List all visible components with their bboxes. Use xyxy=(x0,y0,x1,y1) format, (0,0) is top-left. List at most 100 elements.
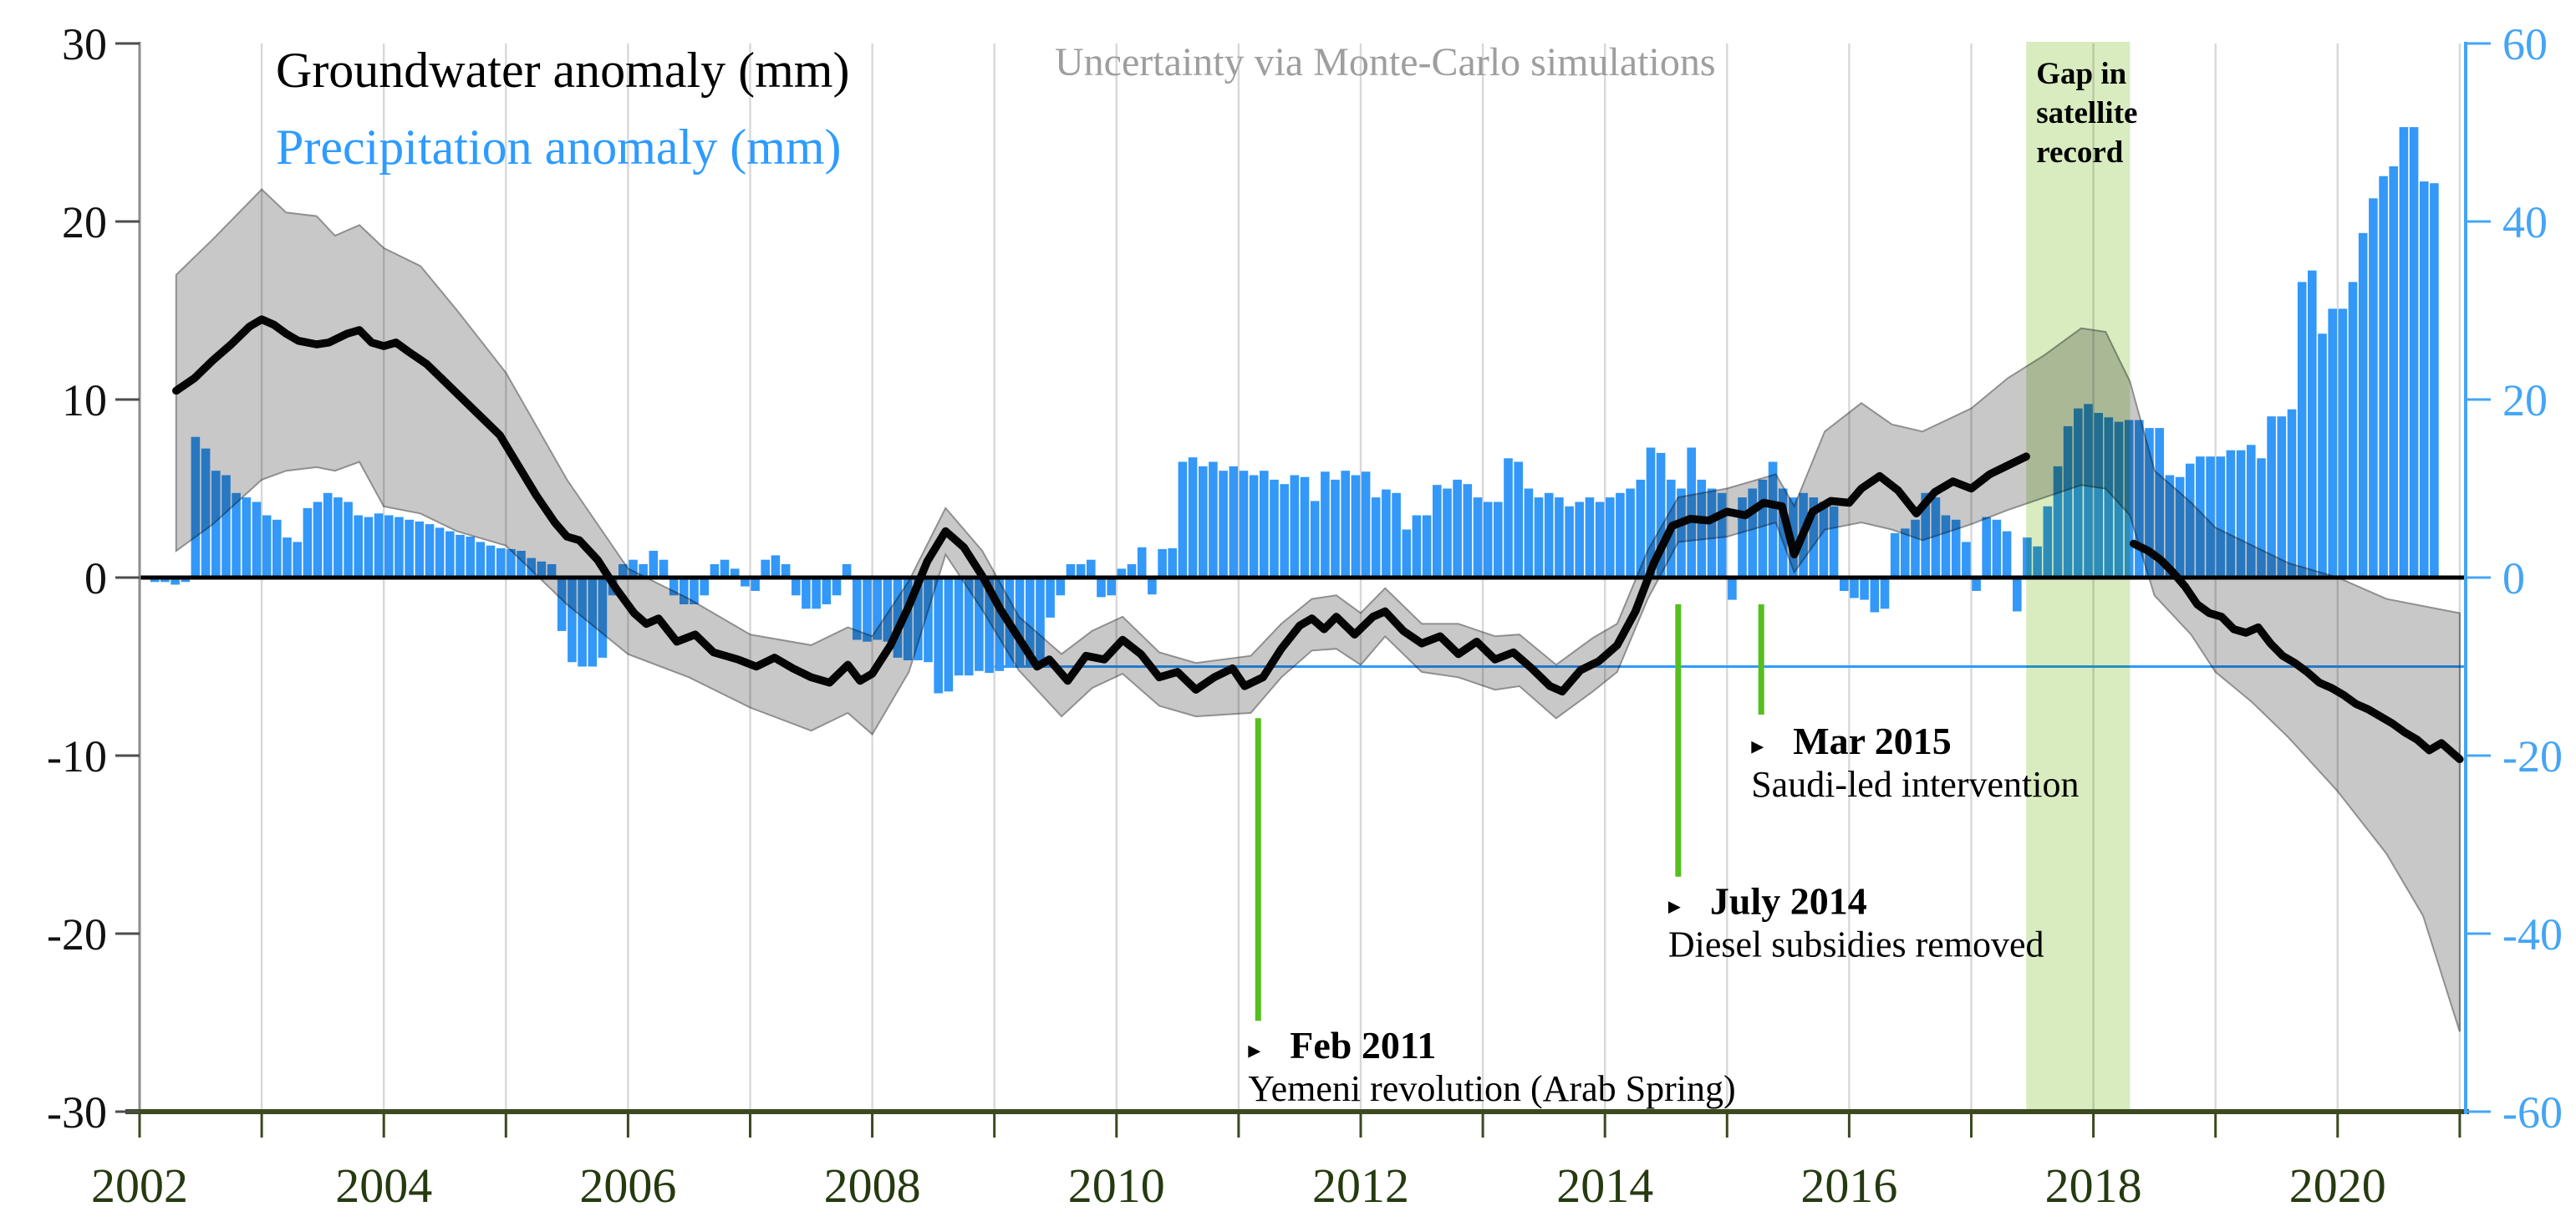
precip-bar xyxy=(1524,488,1534,578)
precip-bar xyxy=(1443,488,1452,578)
event-subtitle-feb-2011: Yemeni revolution (Arab Spring) xyxy=(1248,1068,1735,1109)
precip-bar xyxy=(1758,479,1768,578)
precip-bar xyxy=(2002,531,2012,578)
precip-bar xyxy=(2308,270,2317,578)
precip-bar xyxy=(2277,416,2287,578)
precip-bar xyxy=(232,492,241,578)
precip-bar xyxy=(1422,515,1432,578)
event-title-mar-2015: Mar 2015 xyxy=(1793,720,1952,762)
gap-label-line1: Gap in xyxy=(2036,57,2126,91)
precip-bar xyxy=(1483,501,1493,578)
precip-bar xyxy=(2247,445,2256,578)
precip-bar xyxy=(1433,485,1442,578)
right-tick-label: 60 xyxy=(2502,19,2548,69)
precip-bar xyxy=(975,578,984,671)
precip-bar xyxy=(415,521,425,578)
precip-bar xyxy=(1168,547,1177,578)
precip-bar xyxy=(1606,497,1615,578)
precip-bar xyxy=(812,578,821,609)
precip-bar xyxy=(873,578,882,640)
precip-bar xyxy=(211,471,221,578)
precip-bar xyxy=(1575,501,1584,578)
legend-precipitation-label: Precipitation anomaly (mm) xyxy=(276,120,842,175)
precip-bar xyxy=(853,578,862,640)
legend-groundwater-label: Groundwater anomaly (mm) xyxy=(276,43,849,98)
precip-bar xyxy=(323,492,333,578)
x-tick-label: 2012 xyxy=(1312,1158,1409,1213)
x-tick-label: 2020 xyxy=(2289,1158,2386,1213)
precip-bar xyxy=(1178,461,1188,578)
precip-bar xyxy=(1982,517,1991,578)
right-tick-label: -40 xyxy=(2502,909,2563,960)
precip-bar xyxy=(2399,127,2409,578)
precip-bar xyxy=(1616,492,1625,578)
precip-bar xyxy=(1036,578,1045,667)
precip-bar xyxy=(944,578,954,692)
precip-bar xyxy=(425,524,435,578)
precip-bar xyxy=(476,542,486,578)
precip-bar xyxy=(1626,488,1635,578)
precip-bar xyxy=(171,578,180,585)
precip-bar xyxy=(2206,456,2215,578)
precip-bar xyxy=(1463,484,1473,578)
precip-bar xyxy=(1870,578,1880,613)
precip-bar xyxy=(1931,497,1941,578)
precip-bar xyxy=(2420,181,2429,578)
precip-bar xyxy=(842,564,852,578)
precip-bar xyxy=(1890,532,1900,578)
precip-bar xyxy=(1595,501,1605,578)
uncertainty-note: Uncertainty via Monte-Carlo simulations xyxy=(1055,40,1716,84)
precip-bar xyxy=(639,564,648,578)
precip-bar xyxy=(1260,471,1269,578)
precip-bar xyxy=(649,551,659,578)
precip-bar xyxy=(395,517,404,578)
precip-bar xyxy=(1646,447,1656,578)
precip-bar xyxy=(730,568,740,578)
precip-bar xyxy=(2226,450,2236,578)
right-tick-label: -60 xyxy=(2502,1087,2563,1138)
precip-bar xyxy=(486,545,496,578)
precip-bar xyxy=(1341,471,1350,578)
satellite-gap-band xyxy=(2026,42,2131,1112)
event-title-feb-2011: Feb 2011 xyxy=(1290,1024,1436,1067)
precip-bar xyxy=(1473,497,1483,578)
precip-bar xyxy=(1188,457,1198,578)
precip-bar xyxy=(303,507,313,578)
precip-bar xyxy=(1076,564,1086,578)
precip-bar xyxy=(2348,282,2358,578)
precip-bar xyxy=(150,578,160,583)
precip-bar xyxy=(313,501,323,578)
precip-bar xyxy=(1137,547,1147,578)
precip-bar xyxy=(1209,461,1218,578)
precip-bar xyxy=(496,547,506,578)
precip-bar xyxy=(517,551,526,578)
precip-bar xyxy=(985,578,994,673)
precip-bar xyxy=(1565,506,1574,578)
left-tick-label: -20 xyxy=(47,909,107,960)
precip-bar xyxy=(272,519,282,578)
x-tick-label: 2004 xyxy=(335,1158,432,1213)
precip-bar xyxy=(2216,456,2226,578)
precip-bar xyxy=(2430,183,2439,578)
precip-bar xyxy=(669,578,679,596)
left-tick-label: -10 xyxy=(47,731,107,782)
precip-bar xyxy=(1555,497,1564,578)
precip-bar xyxy=(384,515,394,578)
precip-bar xyxy=(629,559,638,578)
precip-bar xyxy=(2267,416,2276,578)
annotation-mar-2015: ▸ Mar 2015 Saudi-led intervention xyxy=(1751,603,2079,805)
precip-bar xyxy=(863,578,872,642)
x-tick-label: 2014 xyxy=(1556,1158,1653,1213)
precip-bar xyxy=(1819,501,1829,578)
event-marker-icon: ▸ xyxy=(1248,1036,1260,1064)
precip-bar xyxy=(557,578,567,631)
precip-bar xyxy=(1901,528,1910,578)
x-tick-label: 2010 xyxy=(1068,1158,1165,1213)
precip-bar xyxy=(1585,497,1595,578)
legend: Groundwater anomaly (mm) Precipitation a… xyxy=(276,40,1716,175)
precip-bar xyxy=(954,578,964,676)
precip-bar xyxy=(1962,542,1971,578)
precip-bar xyxy=(2358,232,2368,578)
monte-carlo-band xyxy=(175,188,2461,1032)
